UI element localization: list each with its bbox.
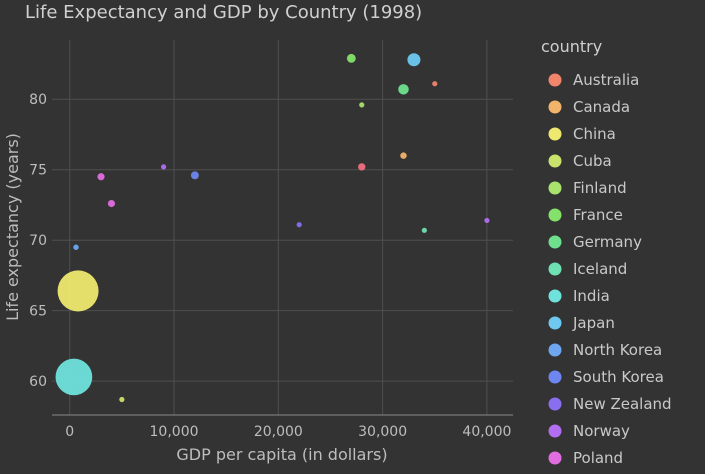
legend-item-label[interactable]: North Korea [573, 341, 662, 359]
legend-title: country [541, 37, 602, 56]
legend-marker [548, 154, 562, 168]
legend-marker [548, 451, 562, 465]
chart-title: Life Expectancy and GDP by Country (1998… [25, 2, 422, 23]
legend-item-label[interactable]: Canada [573, 98, 630, 116]
y-tick-label: 60 [29, 374, 47, 390]
grid-lines [52, 40, 513, 415]
legend-marker [548, 235, 562, 249]
x-tick-label: 20,000 [254, 424, 303, 440]
legend-marker [548, 73, 562, 87]
y-axis-title: Life expectancy (years) [3, 133, 22, 321]
legend-item-label[interactable]: South Korea [573, 368, 664, 386]
data-point-finland[interactable] [359, 102, 365, 108]
y-tick-label: 80 [29, 92, 47, 108]
data-point-unlabeled[interactable] [358, 163, 366, 171]
data-points [55, 53, 490, 403]
data-point-china[interactable] [57, 270, 99, 312]
data-point-poland[interactable] [97, 173, 105, 181]
legend-marker [548, 397, 562, 411]
y-tick-label: 75 [29, 163, 47, 179]
legend-marker [548, 370, 562, 384]
legend-item-label[interactable]: France [573, 206, 623, 224]
legend-item-label[interactable]: Iceland [573, 260, 627, 278]
legend-item-label[interactable]: Cuba [573, 152, 612, 170]
legend-item-label[interactable]: Germany [573, 233, 642, 251]
legend-marker [548, 208, 562, 222]
legend-item-label[interactable]: China [573, 125, 616, 143]
x-tick-label: 10,000 [150, 424, 199, 440]
data-point-canada[interactable] [400, 152, 407, 159]
x-tick-label: 30,000 [358, 424, 407, 440]
data-point-france[interactable] [346, 53, 356, 63]
legend-item-label[interactable]: Japan [572, 314, 615, 332]
legend-item-label[interactable]: Poland [573, 449, 623, 467]
data-point-poland[interactable] [107, 199, 116, 208]
data-point-japan[interactable] [407, 53, 421, 67]
legend-item-label[interactable]: Finland [573, 179, 627, 197]
legend-item-label[interactable]: India [573, 287, 610, 305]
data-point-south-korea[interactable] [190, 171, 199, 180]
data-point-norway[interactable] [160, 164, 167, 170]
data-point-new-zealand[interactable] [296, 222, 302, 228]
legend-marker [548, 262, 562, 276]
legend-marker [548, 289, 562, 303]
data-point-australia[interactable] [432, 81, 438, 87]
legend-marker [548, 316, 562, 330]
data-point-india[interactable] [55, 358, 93, 396]
legend-marker [548, 424, 562, 438]
x-tick-label: 0 [65, 424, 74, 440]
data-point-iceland[interactable] [421, 227, 427, 233]
legend-item-label[interactable]: Norway [573, 422, 630, 440]
data-point-germany[interactable] [398, 84, 409, 95]
legend-marker [548, 181, 562, 195]
axes: 0 10,000 20,000 30,000 40,000 60 65 70 75 80 [29, 92, 513, 440]
legend-item-label[interactable]: Australia [573, 71, 639, 89]
y-tick-label: 70 [29, 233, 47, 249]
legend-marker [548, 343, 562, 357]
y-tick-label: 65 [29, 304, 47, 320]
data-point-cuba[interactable] [119, 396, 125, 403]
data-point-norway[interactable] [484, 217, 490, 224]
legend-item-label[interactable]: New Zealand [573, 395, 672, 413]
data-point-north-korea[interactable] [73, 244, 79, 250]
x-tick-label: 40,000 [462, 424, 511, 440]
legend: country Australia Canada China Cuba Finland F… [541, 37, 672, 467]
x-axis-title: GDP per capita (in dollars) [176, 445, 387, 464]
legend-marker [548, 127, 562, 141]
legend-marker [548, 100, 562, 114]
